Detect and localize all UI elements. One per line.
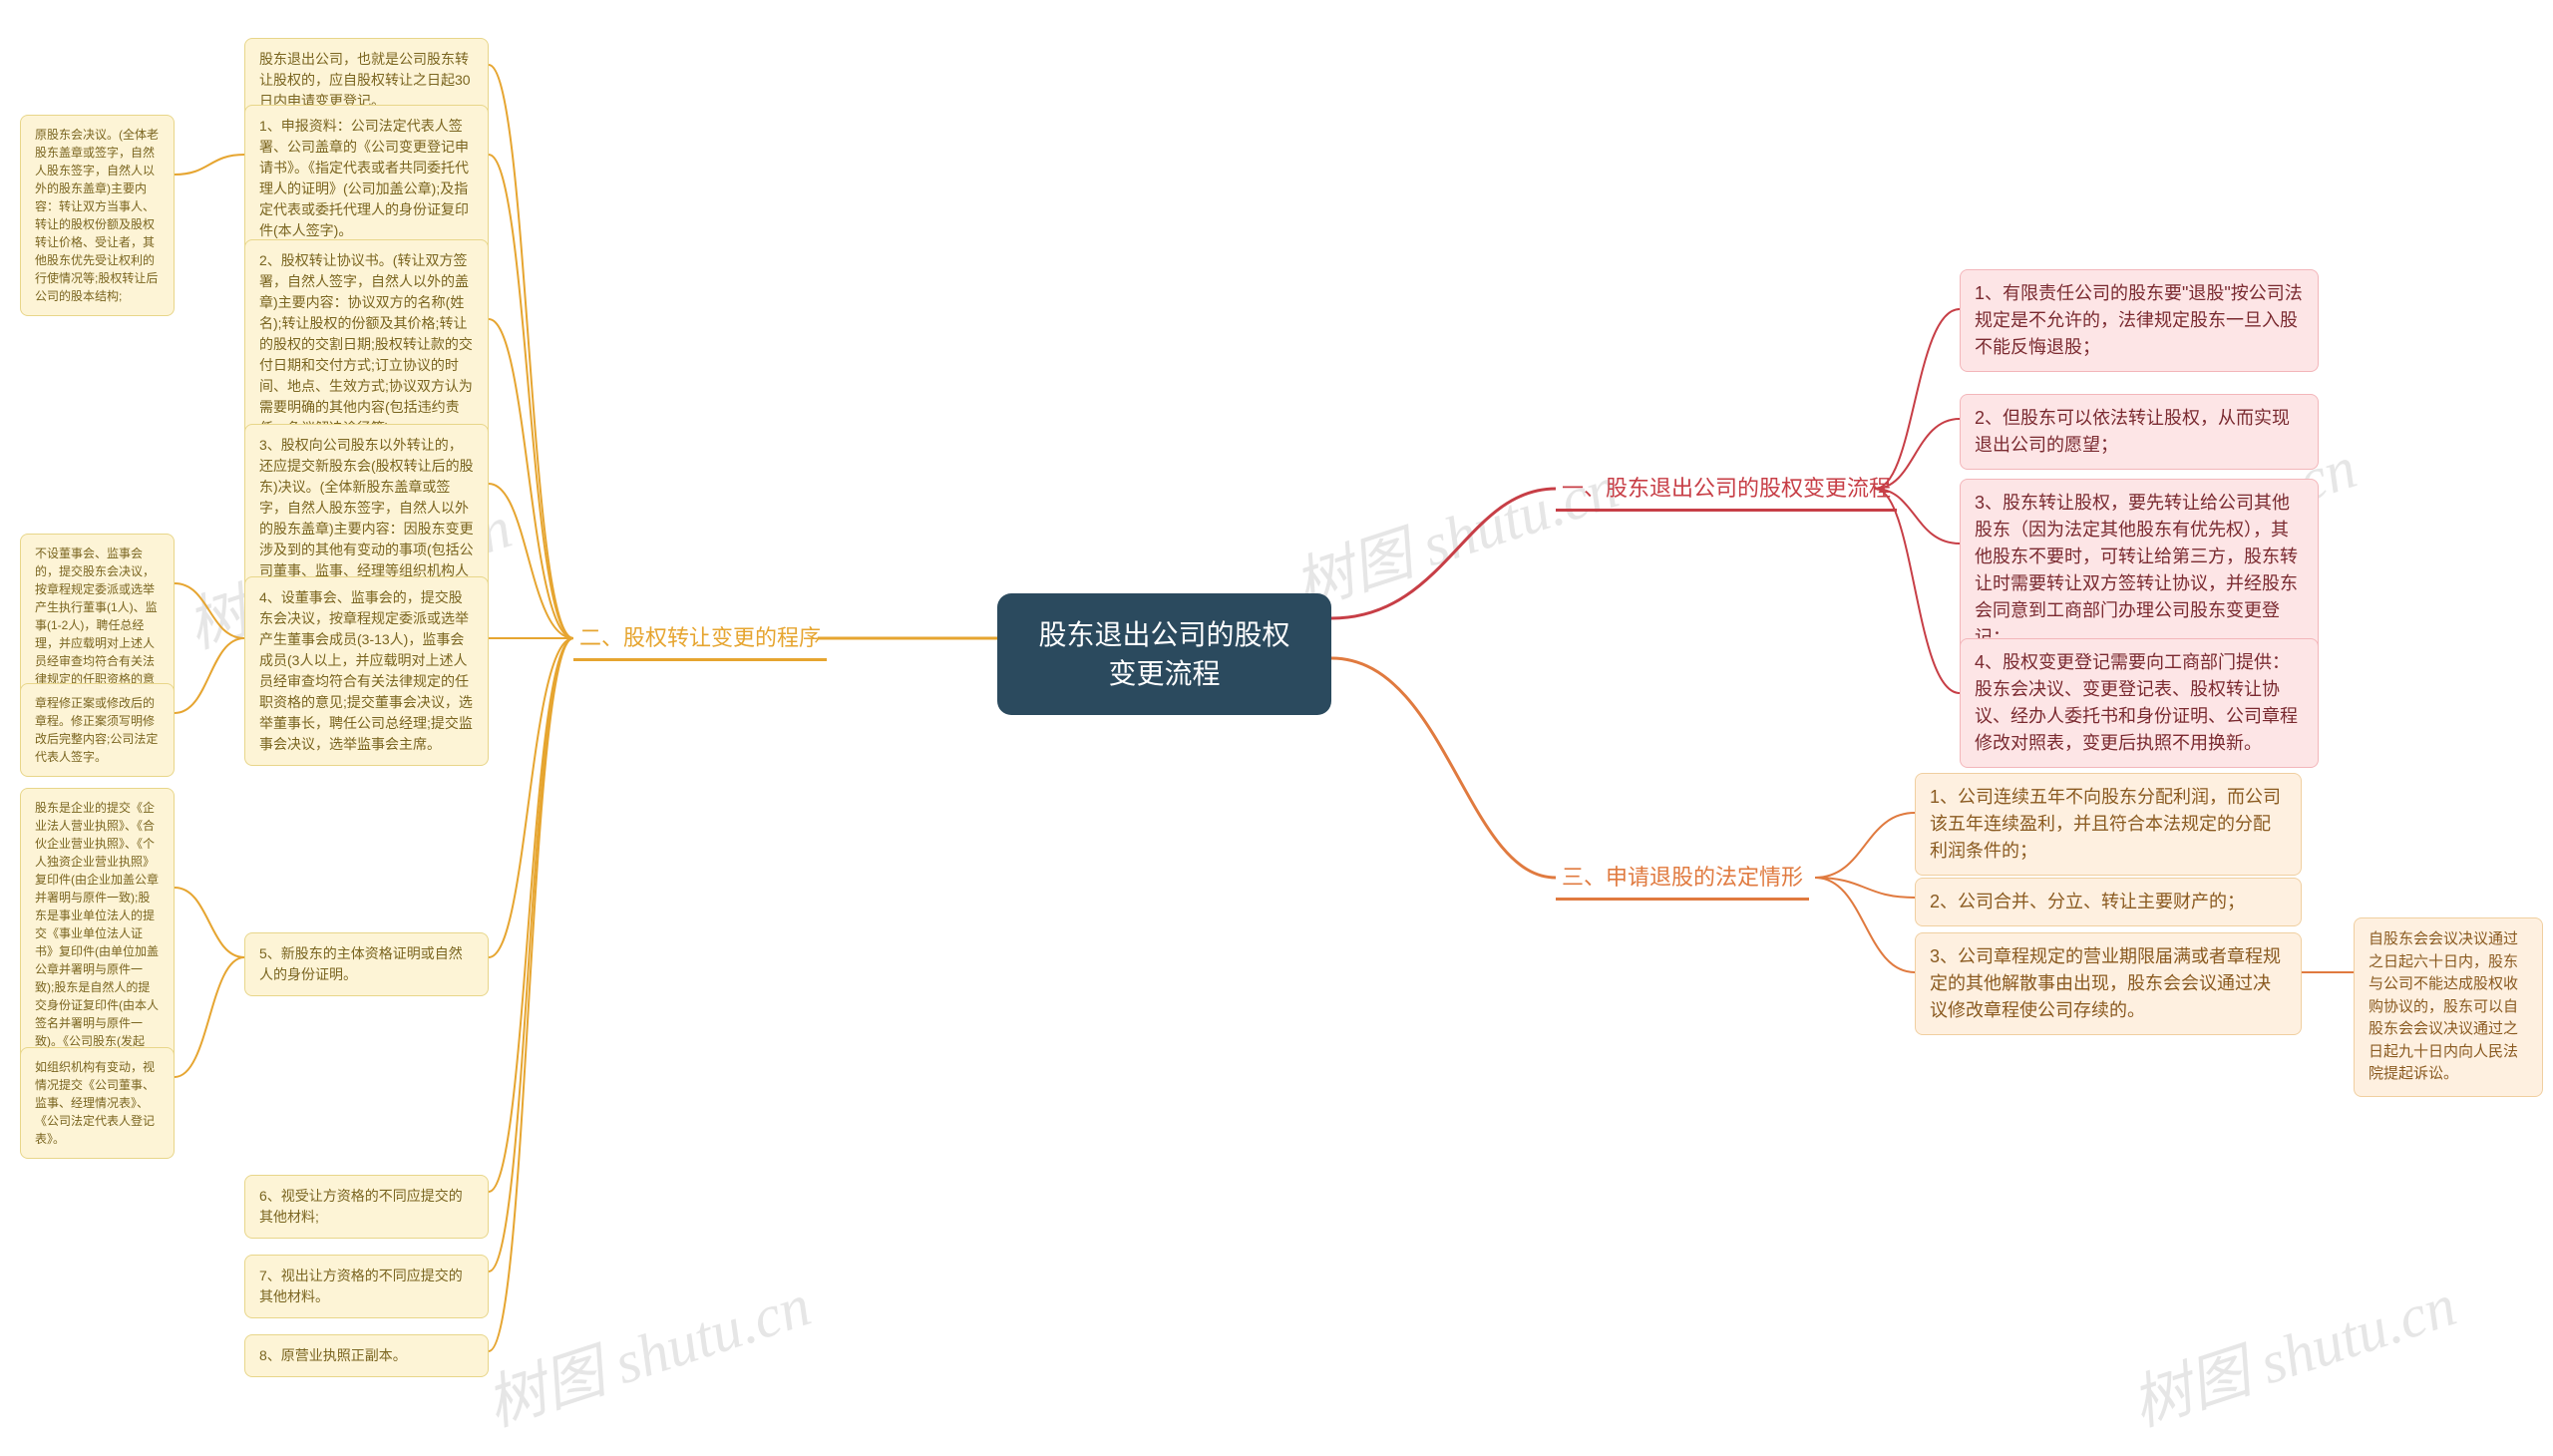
leaf-text: 3、股东转让股权，要先转让给公司其他股东（因为法定其他股东有优先权），其他股东不… xyxy=(1975,493,2298,647)
leaf-text: 股东是企业的提交《企业法人营业执照》、《合伙企业营业执照》、《个人独资企业营业执… xyxy=(35,801,159,1084)
branch1-leaf-1[interactable]: 1、有限责任公司的股东要"退股"按公司法规定是不允许的，法律规定股东一旦入股不能… xyxy=(1960,269,2319,372)
leaf-text: 2、但股东可以依法转让股权，从而实现退出公司的愿望； xyxy=(1975,408,2290,455)
branch1-leaf-3[interactable]: 3、股东转让股权，要先转让给公司其他股东（因为法定其他股东有优先权），其他股东不… xyxy=(1960,479,2319,662)
leaf-text: 章程修正案或修改后的章程。修正案须写明修改后完整内容;公司法定代表人签字。 xyxy=(35,696,158,764)
root-node[interactable]: 股东退出公司的股权变更流程 xyxy=(997,593,1331,715)
root-label: 股东退出公司的股权变更流程 xyxy=(1038,619,1289,689)
branch1-leaf-4[interactable]: 4、股权变更登记需要向工商部门提供：股东会决议、变更登记表、股权转让协议、经办人… xyxy=(1960,638,2319,768)
leaf-text: 2、股权转让协议书。(转让双方签署，自然人签字，自然人以外的盖章)主要内容：协议… xyxy=(259,252,473,436)
leaf-text: 1、有限责任公司的股东要"退股"按公司法规定是不允许的，法律规定股东一旦入股不能… xyxy=(1975,283,2303,357)
leaf-text: 股东退出公司，也就是公司股东转让股权的，应自股权转让之日起30日内申请变更登记。 xyxy=(259,51,471,109)
branch2-leaf-4[interactable]: 4、设董事会、监事会的，提交股东会决议，按章程规定委派或选举产生董事会成员(3-… xyxy=(244,576,489,766)
branch2-leaf-6[interactable]: 6、视受让方资格的不同应提交的其他材料; xyxy=(244,1175,489,1239)
leaf-text: 原股东会决议。(全体老股东盖章或签字，自然人股东签字，自然人以外的股东盖章)主要… xyxy=(35,128,159,303)
branch3-leaf-2[interactable]: 2、公司合并、分立、转让主要财产的； xyxy=(1915,878,2302,926)
branch3-grandchild[interactable]: 自股东会会议决议通过之日起六十日内，股东与公司不能达成股权收购协议的，股东可以自… xyxy=(2354,917,2543,1097)
leaf-text: 如组织机构有变动，视情况提交《公司董事、监事、经理情况表》、《公司法定代表人登记… xyxy=(35,1060,155,1146)
leaf-text: 不设董事会、监事会的，提交股东会决议，按章程规定委派或选举产生执行董事(1人)、… xyxy=(35,546,158,704)
branch2-leaf-5[interactable]: 5、新股东的主体资格证明或自然人的身份证明。 xyxy=(244,932,489,996)
branch-2-label: 二、股权转让变更的程序 xyxy=(579,625,821,650)
watermark: 树图 shutu.cn xyxy=(2119,1257,2465,1443)
leaf-text: 5、新股东的主体资格证明或自然人的身份证明。 xyxy=(259,945,463,982)
branch-1-label: 一、股东退出公司的股权变更流程 xyxy=(1562,476,1891,501)
leaf-text: 4、股权变更登记需要向工商部门提供：股东会决议、变更登记表、股权转让协议、经办人… xyxy=(1975,652,2298,753)
branch1-leaf-2[interactable]: 2、但股东可以依法转让股权，从而实现退出公司的愿望； xyxy=(1960,394,2319,470)
branch2-sub5-b[interactable]: 如组织机构有变动，视情况提交《公司董事、监事、经理情况表》、《公司法定代表人登记… xyxy=(20,1047,175,1159)
leaf-text: 8、原营业执照正副本。 xyxy=(259,1347,407,1363)
leaf-text: 4、设董事会、监事会的，提交股东会决议，按章程规定委派或选举产生董事会成员(3-… xyxy=(259,589,473,752)
branch2-sub-head[interactable]: 原股东会决议。(全体老股东盖章或签字，自然人股东签字，自然人以外的股东盖章)主要… xyxy=(20,115,175,316)
leaf-text: 自股东会会议决议通过之日起六十日内，股东与公司不能达成股权收购协议的，股东可以自… xyxy=(2369,930,2518,1082)
branch2-leaf-2[interactable]: 2、股权转让协议书。(转让双方签署，自然人签字，自然人以外的盖章)主要内容：协议… xyxy=(244,239,489,450)
leaf-text: 7、视出让方资格的不同应提交的其他材料。 xyxy=(259,1268,463,1304)
leaf-text: 1、公司连续五年不向股东分配利润，而公司该五年连续盈利，并且符合本法规定的分配利… xyxy=(1930,787,2281,861)
branch-2[interactable]: 二、股权转让变更的程序 xyxy=(573,618,827,661)
branch-1[interactable]: 一、股东退出公司的股权变更流程 xyxy=(1556,469,1897,512)
leaf-text: 3、公司章程规定的营业期限届满或者章程规定的其他解散事由出现，股东会会议通过决议… xyxy=(1930,946,2281,1020)
leaf-text: 3、股权向公司股东以外转让的，还应提交新股东会(股权转让后的股东)决议。(全体新… xyxy=(259,437,474,599)
branch3-leaf-3[interactable]: 3、公司章程规定的营业期限届满或者章程规定的其他解散事由出现，股东会会议通过决议… xyxy=(1915,932,2302,1035)
leaf-text: 1、申报资料：公司法定代表人签署、公司盖章的《公司变更登记申请书》。《指定代表或… xyxy=(259,118,469,238)
branch2-sub4-b[interactable]: 章程修正案或修改后的章程。修正案须写明修改后完整内容;公司法定代表人签字。 xyxy=(20,683,175,777)
branch2-leaf-1[interactable]: 1、申报资料：公司法定代表人签署、公司盖章的《公司变更登记申请书》。《指定代表或… xyxy=(244,105,489,252)
branch3-leaf-1[interactable]: 1、公司连续五年不向股东分配利润，而公司该五年连续盈利，并且符合本法规定的分配利… xyxy=(1915,773,2302,876)
branch2-leaf-8[interactable]: 8、原营业执照正副本。 xyxy=(244,1334,489,1377)
branch-3-label: 三、申请退股的法定情形 xyxy=(1562,865,1803,890)
watermark: 树图 shutu.cn xyxy=(474,1257,820,1443)
branch2-leaf-7[interactable]: 7、视出让方资格的不同应提交的其他材料。 xyxy=(244,1255,489,1318)
leaf-text: 6、视受让方资格的不同应提交的其他材料; xyxy=(259,1188,463,1225)
branch-3[interactable]: 三、申请退股的法定情形 xyxy=(1556,858,1809,901)
watermark: 树图 shutu.cn xyxy=(1281,439,1628,625)
leaf-text: 2、公司合并、分立、转让主要财产的； xyxy=(1930,892,2245,911)
